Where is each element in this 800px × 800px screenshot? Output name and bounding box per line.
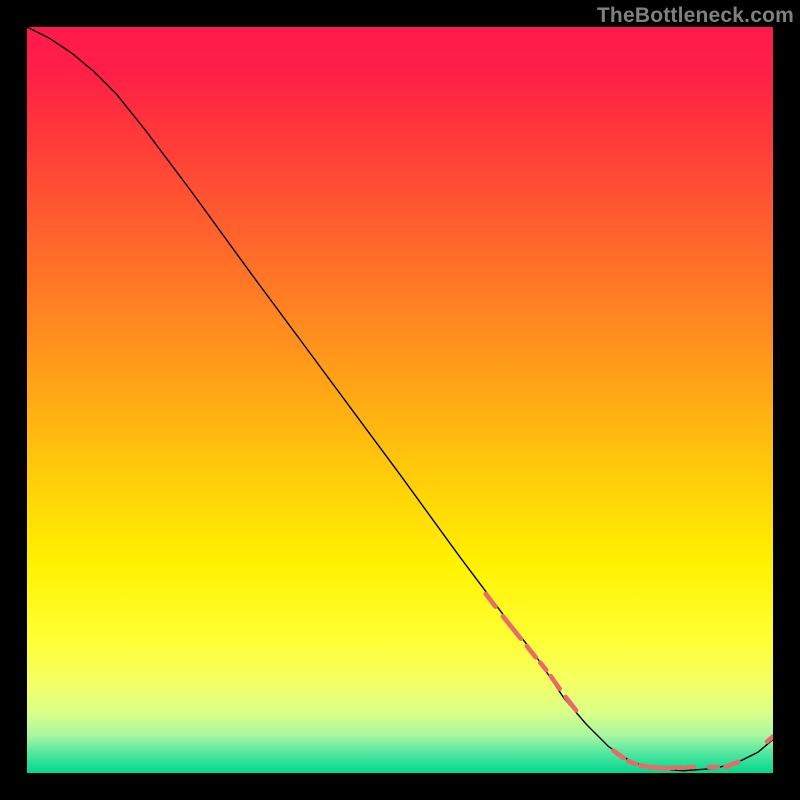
dash-segment [628,761,635,764]
dash-segment [650,767,669,768]
chart-svg [27,27,773,773]
attribution-label: TheBottleneck.com [597,4,794,28]
figure-viewport: TheBottleneck.com [0,0,800,800]
gradient-background [27,27,773,773]
plot-area [27,27,773,773]
